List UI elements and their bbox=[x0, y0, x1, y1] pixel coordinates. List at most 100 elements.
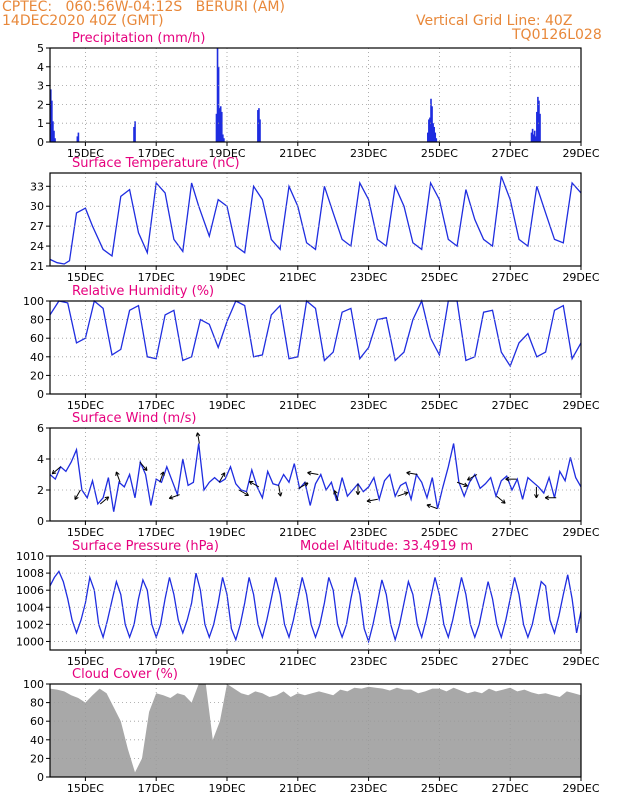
series-line bbox=[49, 176, 582, 265]
precip-bar bbox=[429, 117, 431, 142]
y-tick-label: 27 bbox=[30, 220, 44, 233]
y-tick-label: 1010 bbox=[16, 550, 44, 563]
x-tick-label: 15DEC bbox=[67, 399, 104, 412]
wind-arrow bbox=[115, 471, 121, 483]
wind-arrow-head bbox=[51, 469, 57, 475]
panel-3: Surface Wind (m/s) 0 2 4 6 15DEC 17DEC 19DEC 21D… bbox=[37, 411, 600, 539]
x-tick-label: 29DEC bbox=[562, 782, 599, 795]
x-tick-label: 19DEC bbox=[208, 147, 245, 160]
x-tick-label: 21DEC bbox=[279, 655, 316, 668]
y-tick-label: 0 bbox=[37, 771, 44, 784]
precip-bar bbox=[77, 132, 80, 142]
wind-arrow bbox=[74, 489, 81, 500]
y-tick-label: 40 bbox=[30, 734, 44, 747]
y-tick-label: 3 bbox=[37, 80, 44, 93]
wind-arrow-head bbox=[307, 470, 312, 476]
y-tick-label: 0 bbox=[37, 515, 44, 528]
panel-0: Precipitation (mm/h) 0 1 2 3 4 5 15DEC 17DEC 19DE… bbox=[37, 31, 600, 160]
wind-arrow-head bbox=[333, 490, 338, 495]
series-line bbox=[49, 299, 582, 368]
precip-bar bbox=[76, 136, 79, 142]
wind-arrow bbox=[218, 472, 226, 483]
precip-bar bbox=[50, 89, 52, 142]
precip-bar bbox=[428, 119, 430, 142]
y-tick-label: 1004 bbox=[16, 601, 44, 614]
panel-1: Surface Temperature (nC) 21 24 27 30 33 15DEC 1… bbox=[30, 156, 600, 284]
precip-bar bbox=[533, 130, 536, 142]
precip-bar bbox=[259, 119, 261, 142]
x-tick-label: 27DEC bbox=[492, 782, 529, 795]
y-tick-label: 20 bbox=[30, 752, 44, 765]
wind-arrows bbox=[51, 432, 557, 510]
y-tick-label: 80 bbox=[30, 314, 44, 327]
x-tick-label: 15DEC bbox=[67, 147, 104, 160]
precip-bar bbox=[219, 106, 222, 142]
x-tick-label: 17DEC bbox=[138, 526, 175, 539]
wind-arrow-head bbox=[115, 471, 120, 476]
precip-bar bbox=[538, 100, 540, 142]
y-tick-label: 6 bbox=[37, 422, 44, 435]
precip-bar bbox=[539, 113, 541, 142]
x-tick-label: 23DEC bbox=[350, 147, 387, 160]
precip-bar bbox=[222, 134, 224, 142]
panel-frame bbox=[49, 555, 582, 651]
precip-bar bbox=[223, 138, 225, 142]
precip-bar bbox=[133, 126, 135, 142]
precip-bar bbox=[434, 132, 437, 142]
wind-arrow-head bbox=[463, 482, 468, 488]
x-tick-label: 27DEC bbox=[492, 655, 529, 668]
precip-bar bbox=[432, 123, 434, 142]
wind-arrow bbox=[249, 480, 260, 488]
x-tick-label: 25DEC bbox=[421, 399, 458, 412]
x-tick-label: 29DEC bbox=[562, 655, 599, 668]
precip-bar bbox=[430, 98, 432, 142]
x-tick-label: 25DEC bbox=[421, 526, 458, 539]
precip-bar bbox=[220, 111, 223, 142]
wind-arrow bbox=[307, 472, 319, 475]
wind-arrow bbox=[366, 498, 378, 502]
precip-bar bbox=[435, 138, 438, 142]
x-tick-label: 25DEC bbox=[421, 147, 458, 160]
precip-bar bbox=[530, 132, 533, 142]
panel-title: Surface Wind (m/s) bbox=[72, 411, 196, 426]
x-tick-label: 21DEC bbox=[279, 147, 316, 160]
wind-arrow-head bbox=[160, 471, 165, 476]
x-tick-label: 19DEC bbox=[208, 271, 245, 284]
panel-frame bbox=[49, 300, 582, 395]
y-tick-label: 100 bbox=[23, 678, 44, 691]
x-tick-label: 15DEC bbox=[67, 526, 104, 539]
precip-bar bbox=[532, 134, 535, 142]
header-datetime: 14DEC2020 40Z (GMT) bbox=[2, 13, 164, 29]
wind-arrow-head bbox=[534, 494, 539, 499]
wind-arrow bbox=[51, 466, 61, 475]
x-tick-label: 29DEC bbox=[562, 526, 599, 539]
precip-bar bbox=[53, 130, 55, 142]
x-tick-label: 19DEC bbox=[208, 526, 245, 539]
x-tick-label: 17DEC bbox=[138, 782, 175, 795]
precip-bar bbox=[431, 106, 433, 142]
precip-bar bbox=[433, 126, 435, 142]
panel-title: Surface Pressure (hPa) bbox=[72, 539, 219, 554]
y-tick-label: 1 bbox=[37, 117, 44, 130]
x-tick-label: 23DEC bbox=[350, 655, 387, 668]
y-tick-label: 80 bbox=[30, 697, 44, 710]
y-tick-label: 5 bbox=[37, 42, 44, 55]
precip-bar bbox=[54, 138, 56, 142]
precip-bar bbox=[536, 111, 538, 142]
wind-arrow-head bbox=[544, 495, 549, 501]
wind-arrow bbox=[278, 485, 282, 497]
wind-arrow bbox=[99, 496, 110, 505]
x-tick-label: 23DEC bbox=[350, 399, 387, 412]
x-tick-label: 21DEC bbox=[279, 782, 316, 795]
wind-arrow-head bbox=[74, 495, 79, 500]
precip-bar bbox=[257, 110, 259, 142]
x-tick-label: 27DEC bbox=[492, 271, 529, 284]
y-tick-label: 21 bbox=[30, 260, 44, 273]
x-tick-label: 29DEC bbox=[562, 399, 599, 412]
wind-arrow bbox=[406, 472, 418, 475]
y-tick-label: 1008 bbox=[16, 567, 44, 580]
wind-arrow bbox=[139, 461, 148, 471]
x-tick-label: 19DEC bbox=[208, 655, 245, 668]
series-line bbox=[49, 443, 582, 512]
y-tick-label: 24 bbox=[30, 240, 44, 253]
